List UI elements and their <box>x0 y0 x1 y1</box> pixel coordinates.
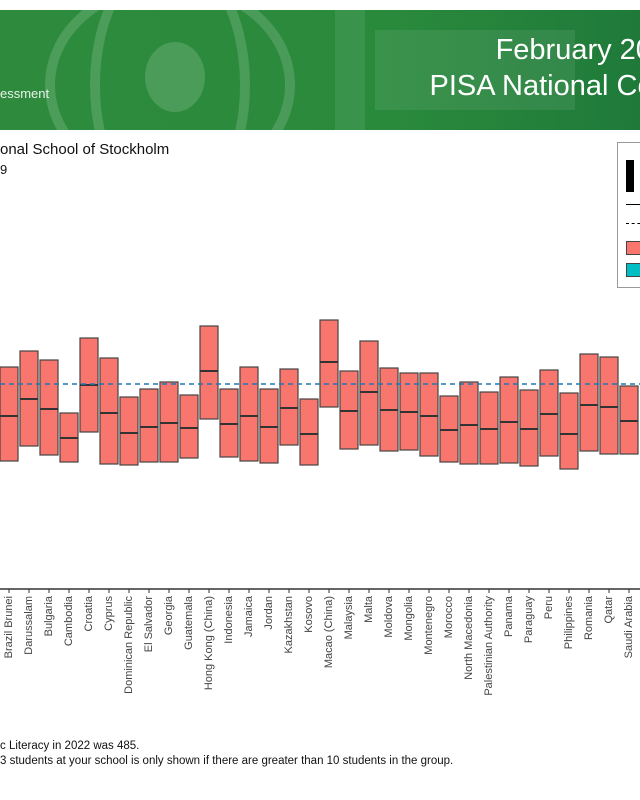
x-tick-label: Brazil Brunei <box>3 596 15 659</box>
box-0 <box>0 366 19 462</box>
x-tick-label: Saudi Arabia <box>623 596 635 659</box>
banner-title-line2: PISA National Compa <box>429 70 640 102</box>
x-tick-label: Palestinian Authority <box>483 596 495 696</box>
footnote-1: c Literacy in 2022 was 485. <box>0 740 140 752</box>
x-tick-label: Macao (China) <box>323 596 335 669</box>
school-name: onal School of Stockholm <box>0 141 170 158</box>
box-25 <box>499 376 519 464</box>
header-banner: essment February 2025 A PISA National Co… <box>0 10 640 130</box>
x-tick-label: Jamaica <box>243 596 255 637</box>
grade-label: 9 <box>0 162 8 177</box>
legend-box-alt-swatch <box>626 263 640 277</box>
box-29 <box>579 353 599 452</box>
decor-rect <box>375 30 575 110</box>
banner-title-line1: February 2025 A <box>495 34 640 66</box>
box-21 <box>419 372 439 457</box>
footnote-2: 3 students at your school is only shown … <box>0 755 454 767</box>
box-16 <box>319 319 339 408</box>
box-2 <box>39 359 59 456</box>
x-tick-label: Paraguay <box>523 596 535 644</box>
x-tick-label: Malaysia <box>343 596 355 640</box>
x-tick-label: El Salvador <box>143 596 155 653</box>
box-6 <box>119 396 139 466</box>
banner-title: February 2025 A PISA National Compa <box>430 32 640 104</box>
x-tick-label: Georgia <box>163 596 175 636</box>
x-tick-label: Jordan <box>263 596 275 630</box>
x-tick-label: Qatar <box>603 596 615 624</box>
x-tick-label: Kosovo <box>303 596 315 633</box>
x-tick-label: Cambodia <box>63 596 75 647</box>
decor-rect <box>335 10 365 130</box>
x-tick-label: Guatemala <box>183 596 195 650</box>
x-tick-label: Mongolia <box>403 596 415 641</box>
x-tick-label: Malta <box>363 596 375 623</box>
x-tick-label: Cyprus <box>103 596 115 631</box>
x-tick-label: Philippines <box>563 596 575 650</box>
box-5 <box>99 357 119 465</box>
x-tick-label: Dominican Republic <box>123 596 135 694</box>
x-tick-label: Peru <box>543 596 555 620</box>
x-tick-label: Morocco <box>443 596 455 639</box>
x-tick-label: Romania <box>583 596 595 641</box>
x-tick-label: North Macedonia <box>463 596 475 680</box>
x-tick-label: Montenegro <box>423 596 435 655</box>
legend-range-swatch <box>626 160 634 192</box>
logo-dot-decoration <box>145 42 205 112</box>
x-tick-label: Indonesia <box>223 596 235 644</box>
x-tick-label: Darussalam <box>23 596 35 655</box>
box-28 <box>559 392 579 470</box>
legend-reference-swatch <box>626 223 640 224</box>
x-tick-label: Kazakhstan <box>283 596 295 654</box>
x-tick-label: Bulgaria <box>43 596 55 637</box>
box-30 <box>599 356 619 455</box>
x-tick-label: Moldova <box>383 596 395 638</box>
legend-box-swatch <box>626 241 640 255</box>
box-10 <box>199 325 219 420</box>
box-9 <box>179 394 199 459</box>
box-23 <box>459 381 479 465</box>
box-15 <box>299 398 319 466</box>
logo-ring-decoration <box>90 10 250 130</box>
box-12 <box>239 366 259 462</box>
x-tick-label: Panama <box>503 596 515 637</box>
banner-subtitle: essment <box>0 86 50 101</box>
x-tick-label: Croatia <box>83 596 95 632</box>
box-7 <box>139 388 159 463</box>
logo-ring-decoration <box>45 10 295 130</box>
x-tick-label: Hong Kong (China) <box>203 596 215 691</box>
legend-median-swatch <box>626 204 640 205</box>
legend <box>617 142 640 288</box>
